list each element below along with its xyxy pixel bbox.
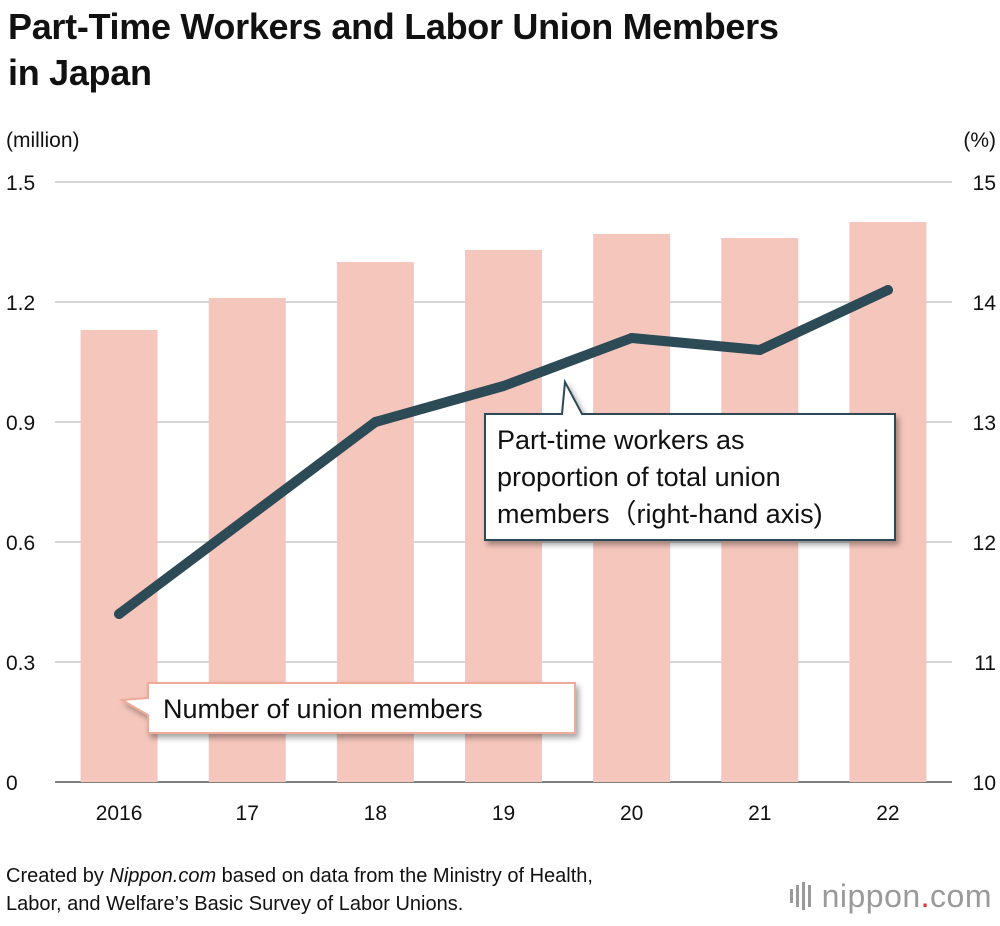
- axis-ticks: 0 0.3 0.6 0.9 1.2 1.5 10 11 12 13 14 15 2016 17 18 19 20…: [6, 172, 996, 825]
- line-point: [626, 333, 637, 343]
- source-note-middle: based on data from the Ministry of Healt…: [216, 865, 593, 887]
- right-tick-label: 11: [974, 652, 996, 675]
- logo-suffix: com: [930, 877, 992, 914]
- bar-callout-label: Number of union members: [163, 694, 483, 724]
- source-note: Created by Nippon.com based on data from…: [6, 862, 806, 918]
- x-tick-label: 19: [492, 802, 515, 825]
- left-tick-label: 1.5: [6, 172, 35, 195]
- right-tick-label: 14: [973, 292, 997, 315]
- left-tick-label: 0.6: [6, 532, 35, 555]
- source-name: Nippon.com: [109, 865, 217, 887]
- chart-title: Part-Time Workers and Labor Union Member…: [8, 4, 988, 96]
- x-tick-label: 17: [236, 802, 259, 825]
- nippon-logo: nippon.com: [789, 876, 992, 916]
- source-note-prefix: Created by: [6, 865, 110, 887]
- line-callout-label-3: members（right-hand axis): [497, 499, 823, 529]
- left-tick-label: 0.9: [6, 412, 35, 435]
- chart-title-line-1: Part-Time Workers and Labor Union Member…: [8, 6, 779, 47]
- x-tick-label: 21: [748, 802, 771, 825]
- source-note-line-2: Labor, and Welfare’s Basic Survey of Lab…: [6, 893, 464, 915]
- x-tick-label: 20: [620, 802, 643, 825]
- left-axis-unit: (million): [6, 129, 80, 152]
- x-tick-label: 2016: [96, 802, 143, 825]
- left-tick-label: 0: [6, 772, 18, 795]
- line-series-callout: Part-time workers as proportion of total…: [484, 378, 896, 541]
- chart: (million) (%) 0 0.3 0.6 0.9 1.2 1.5 10 11 12 13 14…: [6, 129, 996, 825]
- line-point: [498, 381, 509, 391]
- right-tick-label: 10: [973, 772, 996, 795]
- bar-series-callout: Number of union members: [118, 682, 576, 734]
- x-tick-label: 22: [876, 802, 899, 825]
- line-point: [882, 285, 893, 295]
- right-tick-label: 15: [973, 172, 996, 195]
- chart-title-line-2: in Japan: [8, 52, 152, 93]
- line-point: [754, 345, 765, 355]
- x-tick-label: 18: [364, 802, 387, 825]
- logo-text: nippon.com: [822, 878, 992, 915]
- line-point: [242, 513, 253, 523]
- line-point: [114, 609, 125, 619]
- right-tick-label: 13: [973, 412, 996, 435]
- bar-callout-box: [118, 682, 576, 734]
- left-tick-label: 0.3: [6, 652, 35, 675]
- line-callout-box: [484, 378, 896, 541]
- line-callout-label-1: Part-time workers as: [497, 425, 745, 455]
- right-tick-label: 12: [973, 532, 996, 555]
- right-axis-unit: (%): [963, 129, 996, 152]
- logo-name: nippon: [821, 877, 921, 914]
- line-point: [370, 417, 381, 427]
- logo-dot: .: [920, 877, 931, 914]
- left-tick-label: 1.2: [6, 292, 35, 315]
- logo-bars-icon: [789, 882, 814, 910]
- line-series: [114, 285, 893, 619]
- line-callout-label-2: proportion of total union: [497, 462, 781, 492]
